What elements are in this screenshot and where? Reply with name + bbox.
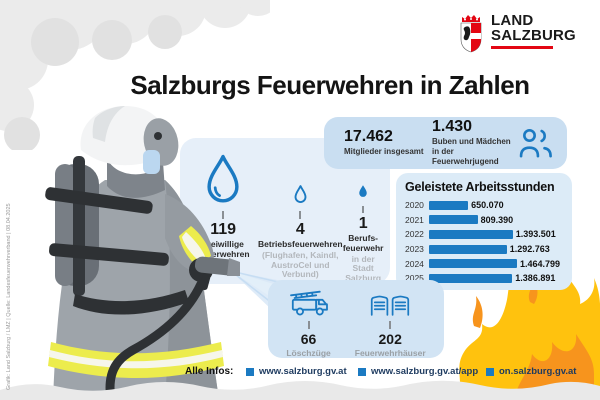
chart-row: 2022 1.393.501 [405, 229, 556, 240]
link-bullet-icon [486, 367, 494, 376]
youth-label: Buben und Mädchen in der Feuerwehrjugend [432, 137, 511, 166]
firefighter-illustration [45, 106, 240, 400]
work-hours-chart: Geleistete Arbeitsstunden 2020 650.070 2… [396, 173, 572, 290]
page-title: Salzburgs Feuerwehren in Zahlen [130, 70, 530, 100]
company-sublabel: (Flughafen, Kaindl, AustroCel und Verbun… [262, 249, 339, 280]
link-bullet-icon [246, 367, 254, 376]
water-drop-large-icon [207, 154, 239, 203]
volunteer-label: Freiwillige Feuerwehren [196, 239, 250, 259]
professional-sublabel: in der Stadt Salzburg [345, 253, 382, 284]
fire-trucks-count: 66 [300, 331, 317, 347]
tick-dash [299, 211, 302, 219]
professional-label: Berufs-feuerwehr [342, 233, 384, 253]
chart-row: 2025 1.386.891 [405, 273, 556, 284]
footer-heading: Alle Infos: [185, 366, 234, 377]
fire-truck-icon [289, 290, 328, 316]
chart-bar [429, 259, 517, 269]
link-on-salzburg-gv-at[interactable]: on.salzburg.gv.at [486, 366, 576, 377]
equipment-box: 66 Löschzüge 202 Feuerwehrhäuser [268, 280, 444, 358]
members-value: 17.462 [344, 128, 393, 145]
professional-count: 1 [358, 215, 368, 233]
bottom-smoke-wave [0, 380, 600, 400]
chart-row: 2021 809.390 [405, 214, 514, 225]
logo-line2: SALZBURG [491, 27, 576, 44]
youth-value: 1.430 [432, 118, 473, 135]
chart-bar [429, 273, 513, 283]
volunteer-count: 119 [210, 221, 237, 238]
chart-bar [429, 229, 513, 239]
fire-stations-label: Feuerwehrhäuser [354, 348, 426, 358]
company-label: Betriebsfeuerwehren [258, 239, 343, 249]
land-salzburg-logo: LAND SALZBURG [458, 13, 576, 53]
members-label: Mitglieder insgesamt [344, 147, 424, 156]
chart-row: 2023 1.292.763 [405, 244, 550, 255]
water-drop-small-icon [294, 185, 307, 203]
fire-stations-count: 202 [378, 331, 402, 347]
department-professional: 1 Berufs-feuerwehr in der Stadt Salzburg [340, 148, 386, 284]
youth-stat: 1.430 Buben und Mädchen in der Feuerwehr… [432, 119, 519, 167]
tick-dash [362, 205, 365, 214]
smoke-clouds-illustration [0, 0, 270, 150]
logo-red-underline [491, 46, 553, 49]
department-volunteer: 119 Freiwillige Feuerwehren [186, 148, 260, 284]
fire-station-icon [371, 295, 410, 316]
logo-line1: LAND [491, 12, 534, 29]
company-count: 4 [295, 221, 305, 238]
credit-line: Grafik: Land Salzburg / LMZ | Quelle: La… [6, 203, 12, 390]
tick-dash [389, 321, 392, 329]
link-bullet-icon [358, 367, 366, 376]
fire-trucks-stat: 66 Löschzüge [286, 289, 331, 358]
department-company: 4 Betriebsfeuerwehren (Flughafen, Kaindl… [258, 148, 343, 284]
salzburg-coat-of-arms-icon [460, 15, 482, 53]
tick-dash [307, 321, 310, 329]
members-stats-box: 17.462 Mitglieder insgesamt 1.430 Buben … [324, 117, 567, 169]
chart-bar [429, 215, 478, 225]
chart-bar [429, 244, 507, 254]
tick-dash [222, 211, 225, 219]
chart-row: 2020 650.070 [405, 200, 504, 211]
chart-bar [429, 200, 469, 210]
link-salzburg-gv-at-app[interactable]: www.salzburg.gv.at/app [358, 366, 478, 377]
youth-people-icon [519, 129, 552, 158]
members-stat: 17.462 Mitglieder insgesamt [344, 129, 432, 157]
chart-row: 2024 1.464.799 [405, 258, 561, 269]
link-salzburg-gv-at[interactable]: www.salzburg.gv.at [246, 366, 347, 377]
water-drop-tiny-icon [359, 185, 367, 197]
fire-stations-stat: 202 Feuerwehrhäuser [355, 289, 426, 358]
fire-trucks-label: Löschzüge [286, 348, 331, 358]
chart-title: Geleistete Arbeitsstunden [405, 180, 555, 194]
